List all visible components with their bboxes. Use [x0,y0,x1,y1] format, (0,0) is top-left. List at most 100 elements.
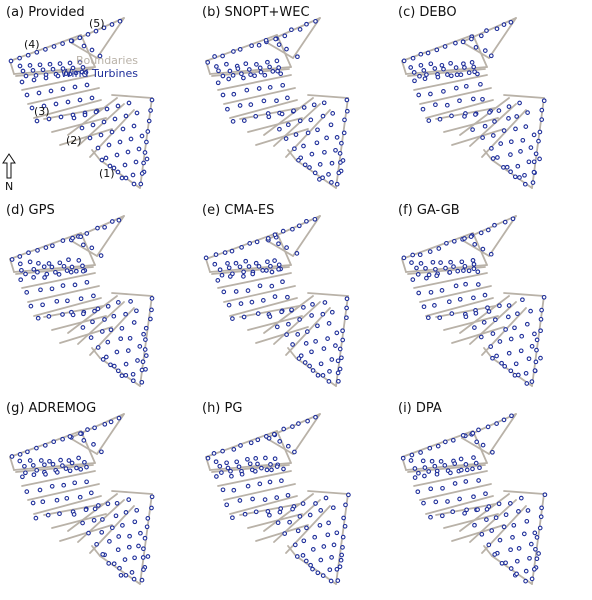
boundary-segment [459,493,510,532]
boundary-segment [96,17,125,59]
wind-turbine [239,71,244,77]
wind-turbine [478,33,484,39]
wind-turbine [282,531,288,536]
wind-turbine [315,323,320,329]
wind-turbine [139,577,145,583]
wind-turbine [529,379,535,384]
wind-turbine [69,264,75,270]
wind-turbine [229,248,235,254]
wind-turbine [126,100,132,106]
wind-turbine [286,321,291,327]
wind-turbine [50,461,56,467]
wind-turbine [330,505,336,511]
wind-turbine [470,466,475,472]
wind-turbine [102,224,107,230]
wind-turbine [68,38,74,44]
wind-turbine [412,475,418,480]
wind-turbine [263,37,269,43]
wind-turbine [489,146,494,151]
wind-turbine [501,417,507,423]
boundary-segment [307,292,349,297]
wind-turbine [524,321,530,327]
wind-turbine [87,135,93,141]
wind-turbine [529,343,535,349]
wind-turbine [130,172,136,178]
wind-turbine [246,264,252,269]
wind-turbine [57,511,62,517]
wind-turbine [255,311,261,316]
wind-turbine [454,72,460,78]
wind-turbine [228,468,233,474]
wind-turbine [497,339,503,344]
wind-turbine [60,86,66,92]
wind-turbine [471,64,477,70]
wind-turbine [212,54,217,59]
wind-turbine [338,160,343,165]
boundary-segment [483,545,493,557]
wind-turbine [532,368,538,373]
wind-turbine [256,264,262,269]
wind-turbine [136,146,142,152]
wind-turbine [214,64,219,69]
boundary-segment [287,347,297,359]
wind-turbine [527,555,532,561]
wind-turbine [46,314,52,319]
wind-turbine [410,55,416,61]
wind-turbine [253,456,259,461]
panel-title-b: (b) SNOPT+WEC [202,5,310,20]
boundary-segment [91,149,101,161]
wind-turbine [433,102,438,108]
wind-turbine [455,268,461,274]
wind-turbine [90,122,96,128]
wind-turbine [116,217,122,223]
wind-turbine [205,60,211,65]
wind-turbine [473,310,479,316]
wind-turbine [318,361,324,367]
wind-turbine [301,105,307,110]
wind-turbine [82,459,87,465]
wind-turbine [509,413,514,419]
wind-turbine [441,89,446,94]
boundary-segment [77,103,125,147]
wind-turbine [514,571,519,577]
wind-turbine [321,346,327,351]
wind-turbine [473,112,478,117]
wind-turbine [49,264,55,270]
wind-turbine [508,169,513,175]
wind-turbine [459,259,465,265]
wind-turbine [471,261,477,267]
wind-turbine [119,373,125,379]
wind-turbine [494,26,500,32]
wind-turbine [475,507,480,512]
wind-turbine [253,260,259,266]
wind-turbine [525,110,530,115]
wind-turbine [8,58,14,64]
wind-turbine [230,515,235,521]
wind-turbine [322,149,327,155]
wind-turbine [46,261,52,266]
wind-turbine [245,456,250,462]
layout-panel-i: (i) DPA [398,401,548,585]
boundary-segment [247,315,303,331]
wind-turbine [30,500,36,506]
wind-turbine [313,501,318,506]
wind-turbine [523,568,529,574]
wind-turbine [265,236,271,241]
wind-turbine [60,436,65,442]
wind-turbine [448,259,453,265]
wind-turbine [255,461,260,467]
wind-turbine [409,452,415,458]
wind-turbine [538,514,544,520]
wind-turbine [111,313,117,319]
wind-turbine [88,490,94,496]
wind-turbine [528,541,534,547]
wind-turbine [277,509,283,515]
wind-turbine [84,231,90,236]
boundary-segment [451,128,505,146]
wind-turbine [307,363,312,369]
boundary-segment [111,490,153,495]
wind-turbine [318,508,324,513]
wind-turbine [493,515,499,521]
wind-turbine [475,269,481,275]
wind-turbine [412,78,417,84]
